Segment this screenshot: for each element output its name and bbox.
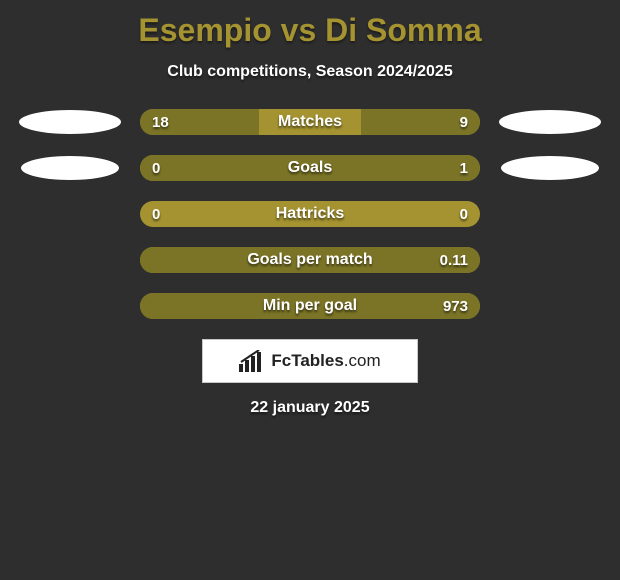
stat-bar: 0 Hattricks 0 [140, 201, 480, 227]
ellipse-icon [501, 156, 599, 180]
stat-label: Min per goal [140, 297, 480, 315]
stat-label: Hattricks [140, 205, 480, 223]
stat-row: 0 Hattricks 0 [0, 201, 620, 227]
subtitle: Club competitions, Season 2024/2025 [0, 63, 620, 81]
logo-text: FcTables.com [271, 351, 380, 371]
stat-label: Matches [140, 113, 480, 131]
stat-bar: 0 Goals 1 [140, 155, 480, 181]
stat-right-value: 973 [443, 298, 468, 315]
date-text: 22 january 2025 [0, 399, 620, 417]
stat-row: Goals per match 0.11 [0, 247, 620, 273]
stat-right-value: 0 [460, 206, 468, 223]
stat-bar: Min per goal 973 [140, 293, 480, 319]
stat-row: 18 Matches 9 [0, 109, 620, 135]
ellipse-icon [19, 110, 121, 134]
ellipse-icon [499, 110, 601, 134]
stat-right-value: 1 [460, 160, 468, 177]
stat-label: Goals [140, 159, 480, 177]
deco-right [480, 110, 620, 134]
logo-box: FcTables.com [202, 339, 418, 383]
stat-bar: Goals per match 0.11 [140, 247, 480, 273]
page-title: Esempio vs Di Somma [0, 0, 620, 49]
stat-label: Goals per match [140, 251, 480, 269]
deco-left [0, 156, 140, 180]
bar-chart-icon [239, 350, 265, 372]
stat-right-value: 9 [460, 114, 468, 131]
stat-row: 0 Goals 1 [0, 155, 620, 181]
stat-right-value: 0.11 [440, 252, 468, 269]
ellipse-icon [21, 156, 119, 180]
deco-left [0, 110, 140, 134]
deco-right [480, 156, 620, 180]
stat-row: Min per goal 973 [0, 293, 620, 319]
stats-container: 18 Matches 9 0 Goals 1 0 Hattricks [0, 109, 620, 319]
stat-bar: 18 Matches 9 [140, 109, 480, 135]
